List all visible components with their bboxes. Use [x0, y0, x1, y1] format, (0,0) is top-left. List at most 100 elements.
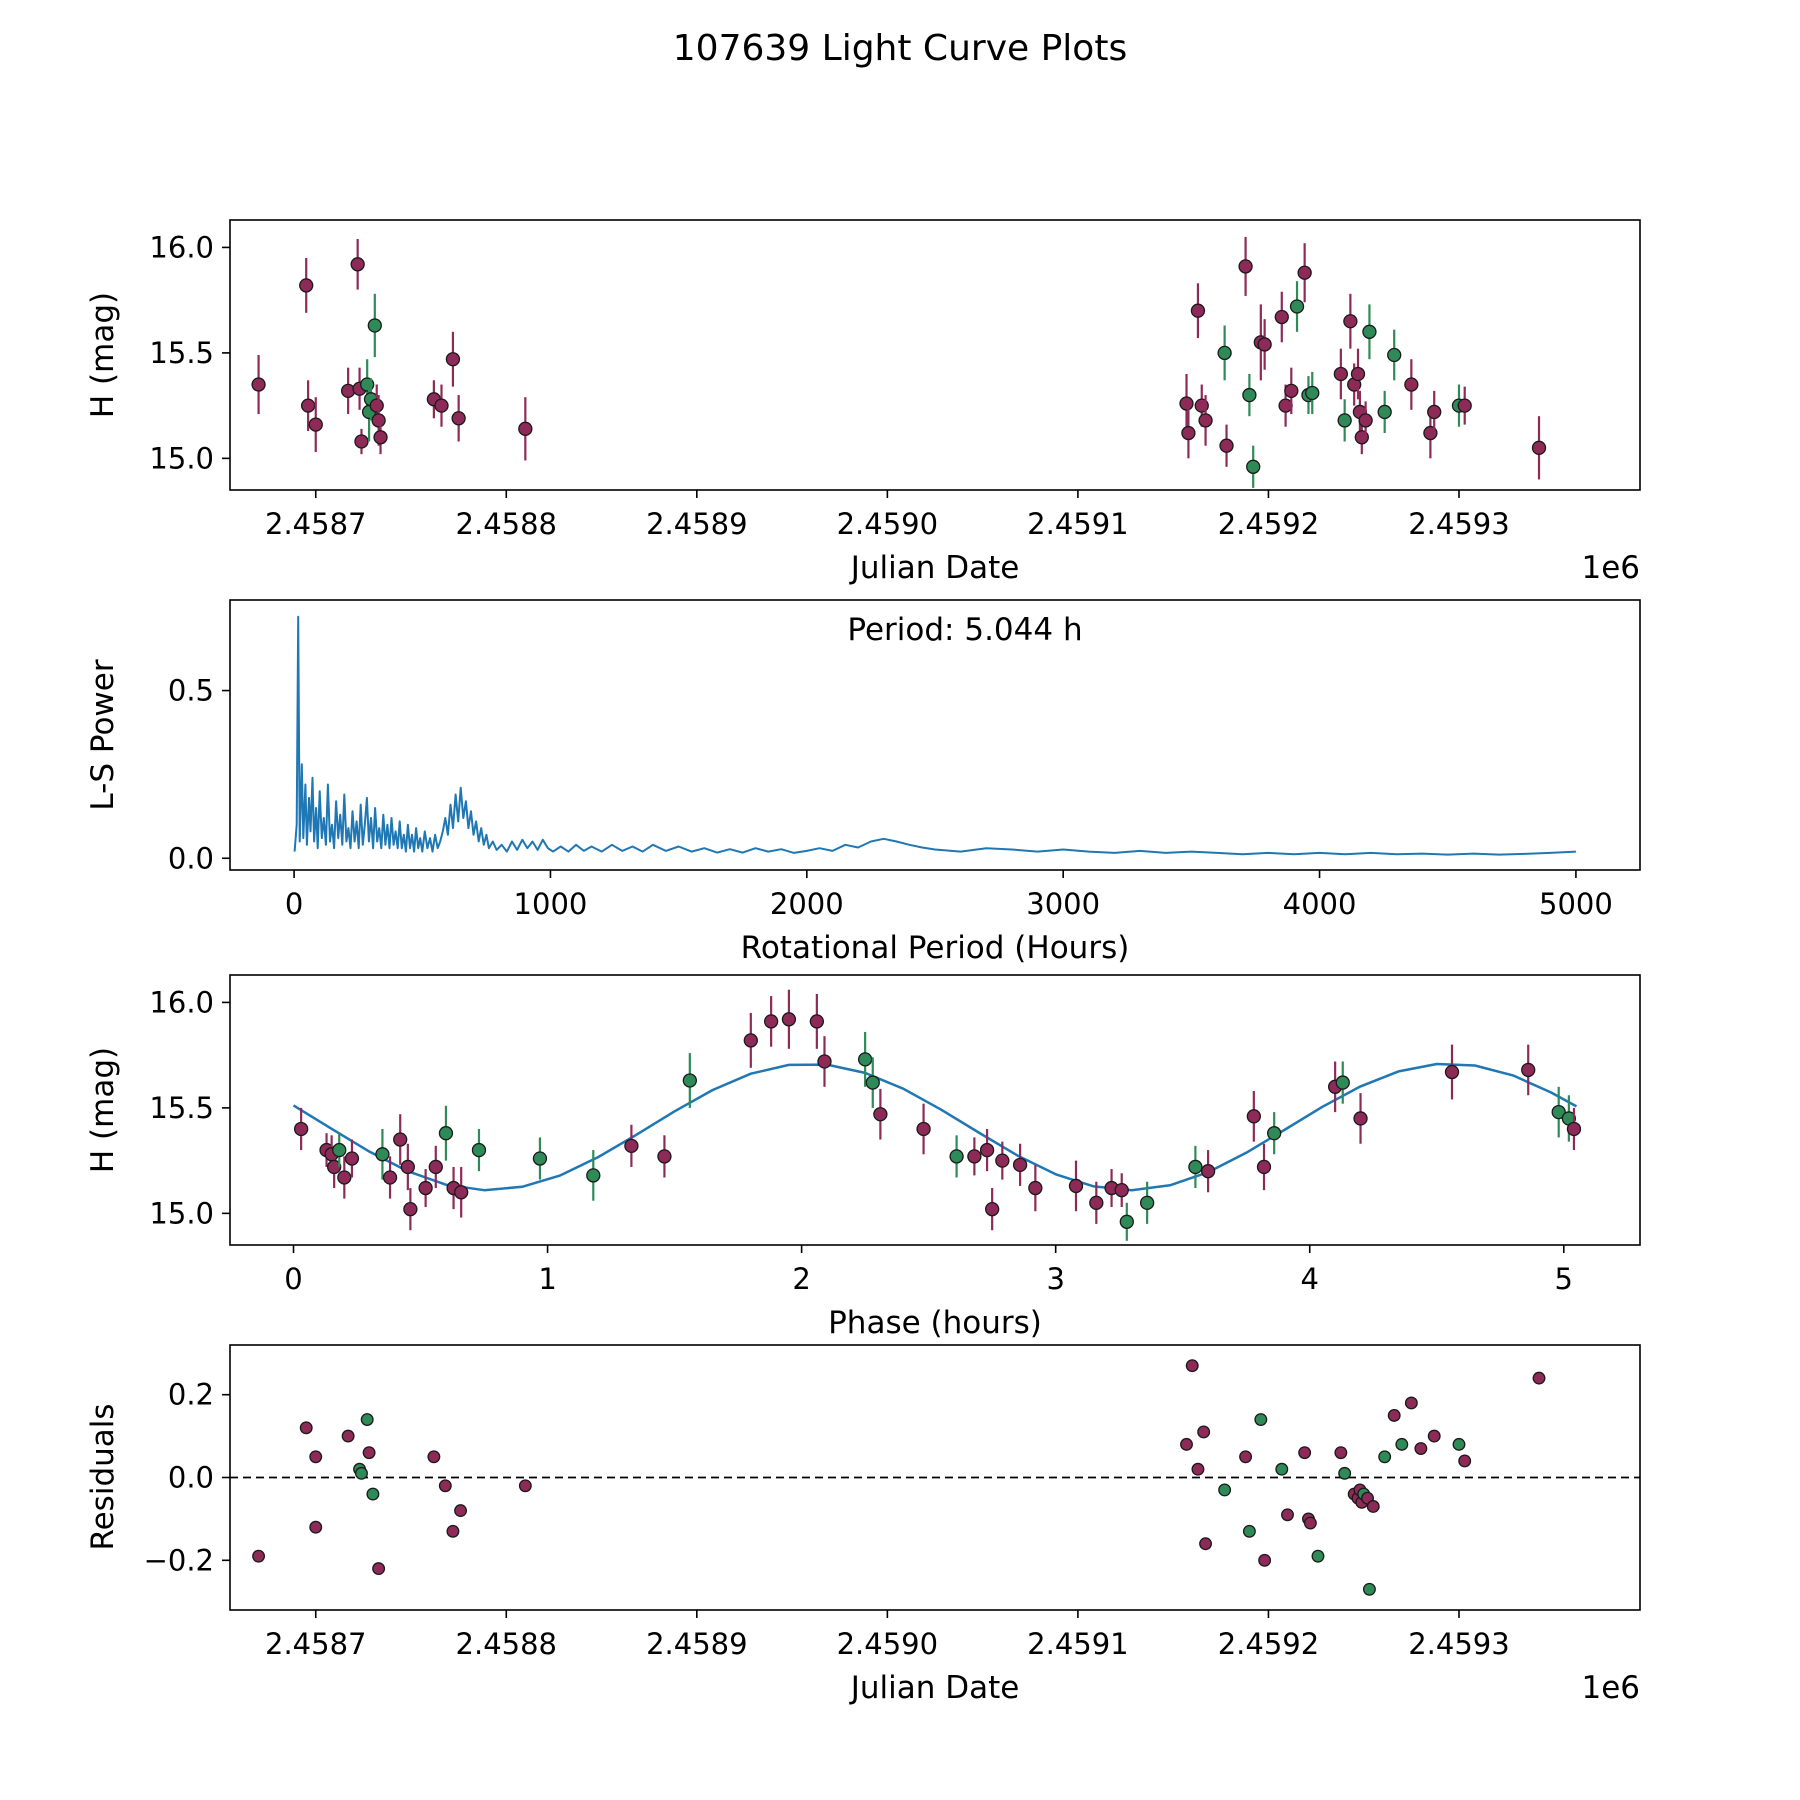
- data-point-maroon: [1298, 1446, 1312, 1460]
- data-point-maroon: [337, 1170, 352, 1185]
- data-point-maroon: [1334, 1446, 1348, 1460]
- data-point-maroon: [1181, 425, 1196, 441]
- data-point-maroon: [1089, 1195, 1104, 1210]
- data-point-green: [1338, 1466, 1352, 1480]
- data-point-maroon: [873, 1107, 888, 1122]
- x-tick-label: 2.4588: [456, 1627, 557, 1661]
- data-point-maroon: [1350, 366, 1366, 382]
- data-point-green: [1188, 1159, 1203, 1175]
- data-point-green: [1218, 1483, 1232, 1497]
- data-point-maroon: [1179, 396, 1194, 411]
- data-point-green: [682, 1073, 697, 1088]
- y-tick-label: 15.0: [149, 1196, 214, 1230]
- data-point-green: [1362, 324, 1377, 339]
- x-tick-label: 2.4591: [1027, 507, 1128, 541]
- data-point-maroon: [373, 430, 388, 445]
- data-point-maroon: [1191, 1462, 1205, 1476]
- data-point-maroon: [1387, 1408, 1401, 1422]
- data-point-maroon: [344, 1151, 360, 1166]
- data-point-maroon: [967, 1149, 982, 1164]
- data-point-maroon: [327, 1159, 342, 1175]
- data-point-green: [1378, 1450, 1392, 1464]
- y-tick-label: 0.0: [168, 1461, 214, 1495]
- data-point-green: [1395, 1437, 1409, 1451]
- x-tick-label: 1: [538, 1262, 556, 1296]
- y-tick-label: 0.2: [168, 1378, 214, 1412]
- data-point-maroon: [817, 1054, 832, 1069]
- data-point-maroon: [781, 1012, 797, 1027]
- data-point-maroon: [657, 1149, 672, 1164]
- ylabel-periodogram: L-S Power: [85, 659, 121, 811]
- x-tick-label: 0: [285, 887, 303, 921]
- data-point-maroon: [372, 1562, 386, 1576]
- axes-frame-lightcurve: [229, 219, 1641, 491]
- data-point-maroon: [309, 1450, 323, 1464]
- figure-title: 107639 Light Curve Plots: [672, 28, 1128, 69]
- data-point-green: [1337, 413, 1352, 428]
- data-point-green: [949, 1149, 964, 1164]
- data-point-green: [1335, 1075, 1350, 1090]
- data-point-maroon: [1199, 1537, 1213, 1551]
- data-point-green: [532, 1151, 548, 1166]
- data-point-maroon: [1028, 1180, 1043, 1196]
- x-tick-label: 3000: [1026, 887, 1100, 921]
- data-point-maroon: [1012, 1157, 1028, 1172]
- data-point-green: [1267, 1126, 1282, 1141]
- x-tick-label: 2.4592: [1218, 1627, 1319, 1661]
- data-point-green: [1387, 347, 1402, 363]
- ylabel-phased: H (mag): [85, 1046, 121, 1174]
- data-point-maroon: [1444, 1064, 1460, 1080]
- data-point-maroon: [299, 1421, 313, 1435]
- data-point-maroon: [1333, 366, 1349, 382]
- data-point-maroon: [1274, 309, 1289, 325]
- y-tick-label: 0.5: [168, 674, 214, 708]
- x-tick-label: 2.4589: [646, 507, 747, 541]
- data-point-maroon: [340, 383, 356, 399]
- subplot-residuals: 2.4587 2.4588 2.4589 2.4590 2.4591 2.4592 2.45…: [144, 1344, 1641, 1661]
- x-tick-label: 1000: [514, 887, 588, 921]
- data-point-maroon: [763, 1014, 779, 1029]
- data-point-maroon: [300, 398, 316, 413]
- data-point-maroon: [1358, 413, 1373, 428]
- period-annotation: Period: 5.044 h: [847, 612, 1083, 648]
- data-point-maroon: [1257, 337, 1272, 352]
- data-point-maroon: [354, 434, 369, 449]
- data-point-maroon: [299, 278, 314, 293]
- data-point-maroon: [309, 1520, 323, 1534]
- data-point-maroon: [1297, 265, 1312, 280]
- data-point-green: [1242, 1524, 1256, 1538]
- x-tick-label: 2.4593: [1408, 1627, 1509, 1661]
- data-point-maroon: [1458, 1454, 1472, 1468]
- data-point-maroon: [403, 1201, 418, 1217]
- x-tick-label: 5000: [1539, 887, 1613, 921]
- data-point-maroon: [1427, 404, 1442, 420]
- data-point-green: [471, 1142, 487, 1158]
- data-point-green: [366, 1487, 380, 1501]
- x-tick-label: 2.4592: [1218, 507, 1319, 541]
- x-tick-label: 0: [284, 1262, 302, 1296]
- data-point-maroon: [979, 1142, 995, 1158]
- x-tick-label: 3: [1046, 1262, 1064, 1296]
- data-point-green: [1119, 1214, 1134, 1229]
- x-tick-label: 2: [792, 1262, 810, 1296]
- data-point-maroon: [1200, 1164, 1216, 1179]
- data-point-maroon: [1303, 1516, 1317, 1530]
- data-point-maroon: [743, 1033, 758, 1048]
- data-point-green: [367, 318, 382, 333]
- data-point-maroon: [1198, 413, 1213, 428]
- data-point-maroon: [518, 421, 533, 436]
- data-point-maroon: [308, 417, 323, 432]
- data-point-maroon: [1068, 1178, 1084, 1194]
- data-point-maroon: [916, 1121, 931, 1137]
- x-tick-label: 5: [1555, 1262, 1573, 1296]
- data-point-maroon: [1404, 1396, 1418, 1410]
- data-point-maroon: [809, 1014, 825, 1029]
- data-point-maroon: [438, 1479, 452, 1493]
- data-point-maroon: [1239, 1450, 1253, 1464]
- data-point-green: [438, 1126, 454, 1141]
- data-point-maroon: [995, 1153, 1010, 1168]
- data-point-green: [332, 1142, 347, 1158]
- periodogram-line: [293, 615, 1576, 856]
- xlabel-lightcurve: Julian Date: [850, 550, 1020, 586]
